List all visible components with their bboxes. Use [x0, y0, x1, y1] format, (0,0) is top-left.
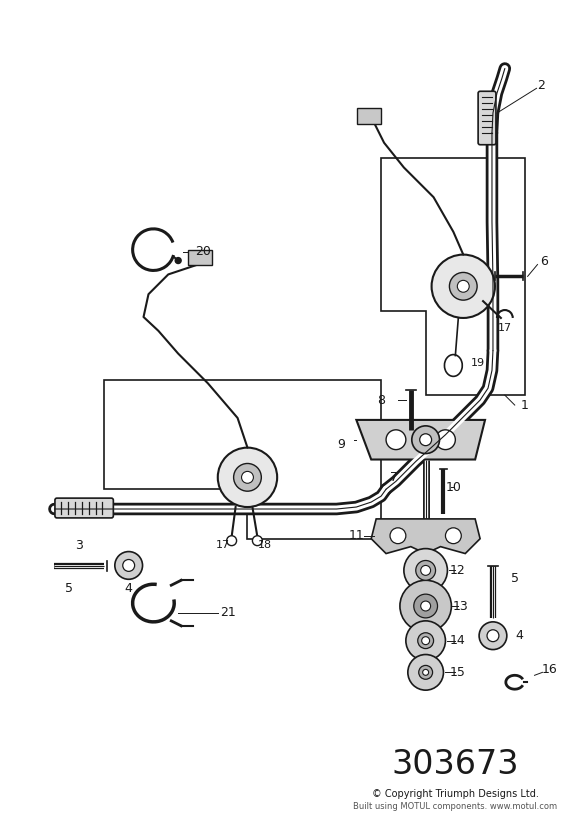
Circle shape — [416, 560, 436, 580]
Circle shape — [445, 528, 461, 544]
Circle shape — [436, 430, 455, 450]
Text: 14: 14 — [449, 634, 465, 647]
FancyBboxPatch shape — [55, 499, 113, 518]
Circle shape — [423, 669, 429, 676]
Circle shape — [241, 471, 254, 483]
Text: 8: 8 — [377, 394, 385, 406]
Text: 13: 13 — [452, 600, 468, 612]
Polygon shape — [104, 381, 381, 539]
Circle shape — [419, 666, 433, 679]
Text: 303673: 303673 — [392, 748, 519, 781]
Circle shape — [406, 620, 445, 661]
Polygon shape — [381, 157, 525, 396]
Circle shape — [390, 528, 406, 544]
Text: 3: 3 — [75, 539, 83, 552]
Text: 6: 6 — [540, 255, 549, 268]
Circle shape — [418, 633, 434, 648]
Text: 1: 1 — [521, 399, 529, 411]
Text: 2: 2 — [538, 79, 546, 91]
Polygon shape — [356, 420, 485, 460]
Text: 21: 21 — [220, 606, 236, 620]
Circle shape — [234, 463, 261, 491]
Text: 9: 9 — [338, 438, 346, 452]
Text: 10: 10 — [445, 480, 461, 494]
Circle shape — [227, 536, 237, 545]
Circle shape — [431, 255, 495, 318]
Circle shape — [457, 280, 469, 293]
Text: 17: 17 — [498, 323, 512, 333]
Circle shape — [487, 630, 499, 642]
Circle shape — [408, 654, 444, 691]
Circle shape — [449, 273, 477, 300]
Text: 5: 5 — [65, 582, 73, 595]
Text: 15: 15 — [449, 666, 465, 679]
Circle shape — [123, 559, 135, 571]
Text: 11: 11 — [349, 529, 364, 542]
FancyBboxPatch shape — [357, 108, 381, 124]
Text: 20: 20 — [195, 245, 211, 258]
Circle shape — [414, 594, 437, 618]
Circle shape — [421, 601, 431, 611]
Circle shape — [115, 551, 143, 579]
Text: 4: 4 — [125, 582, 132, 595]
Circle shape — [421, 565, 431, 575]
Circle shape — [422, 637, 430, 644]
Text: 18: 18 — [258, 540, 272, 550]
Polygon shape — [371, 519, 480, 554]
Circle shape — [412, 426, 440, 453]
FancyBboxPatch shape — [478, 91, 496, 145]
FancyBboxPatch shape — [188, 250, 212, 265]
Text: 17: 17 — [216, 540, 230, 550]
Text: 16: 16 — [542, 662, 557, 676]
Text: 5: 5 — [511, 572, 519, 585]
Circle shape — [400, 580, 451, 632]
Text: 4: 4 — [516, 630, 524, 642]
Circle shape — [175, 258, 181, 264]
Circle shape — [479, 622, 507, 649]
Circle shape — [218, 447, 277, 507]
Text: © Copyright Triumph Designs Ltd.: © Copyright Triumph Designs Ltd. — [372, 789, 539, 799]
Circle shape — [386, 430, 406, 450]
Text: 7: 7 — [390, 471, 398, 484]
Text: Built using MOTUL components. www.motul.com: Built using MOTUL components. www.motul.… — [353, 803, 557, 812]
Text: 19: 19 — [471, 358, 485, 368]
Text: 12: 12 — [449, 564, 465, 577]
Circle shape — [404, 549, 447, 592]
Circle shape — [420, 433, 431, 446]
Circle shape — [252, 536, 262, 545]
